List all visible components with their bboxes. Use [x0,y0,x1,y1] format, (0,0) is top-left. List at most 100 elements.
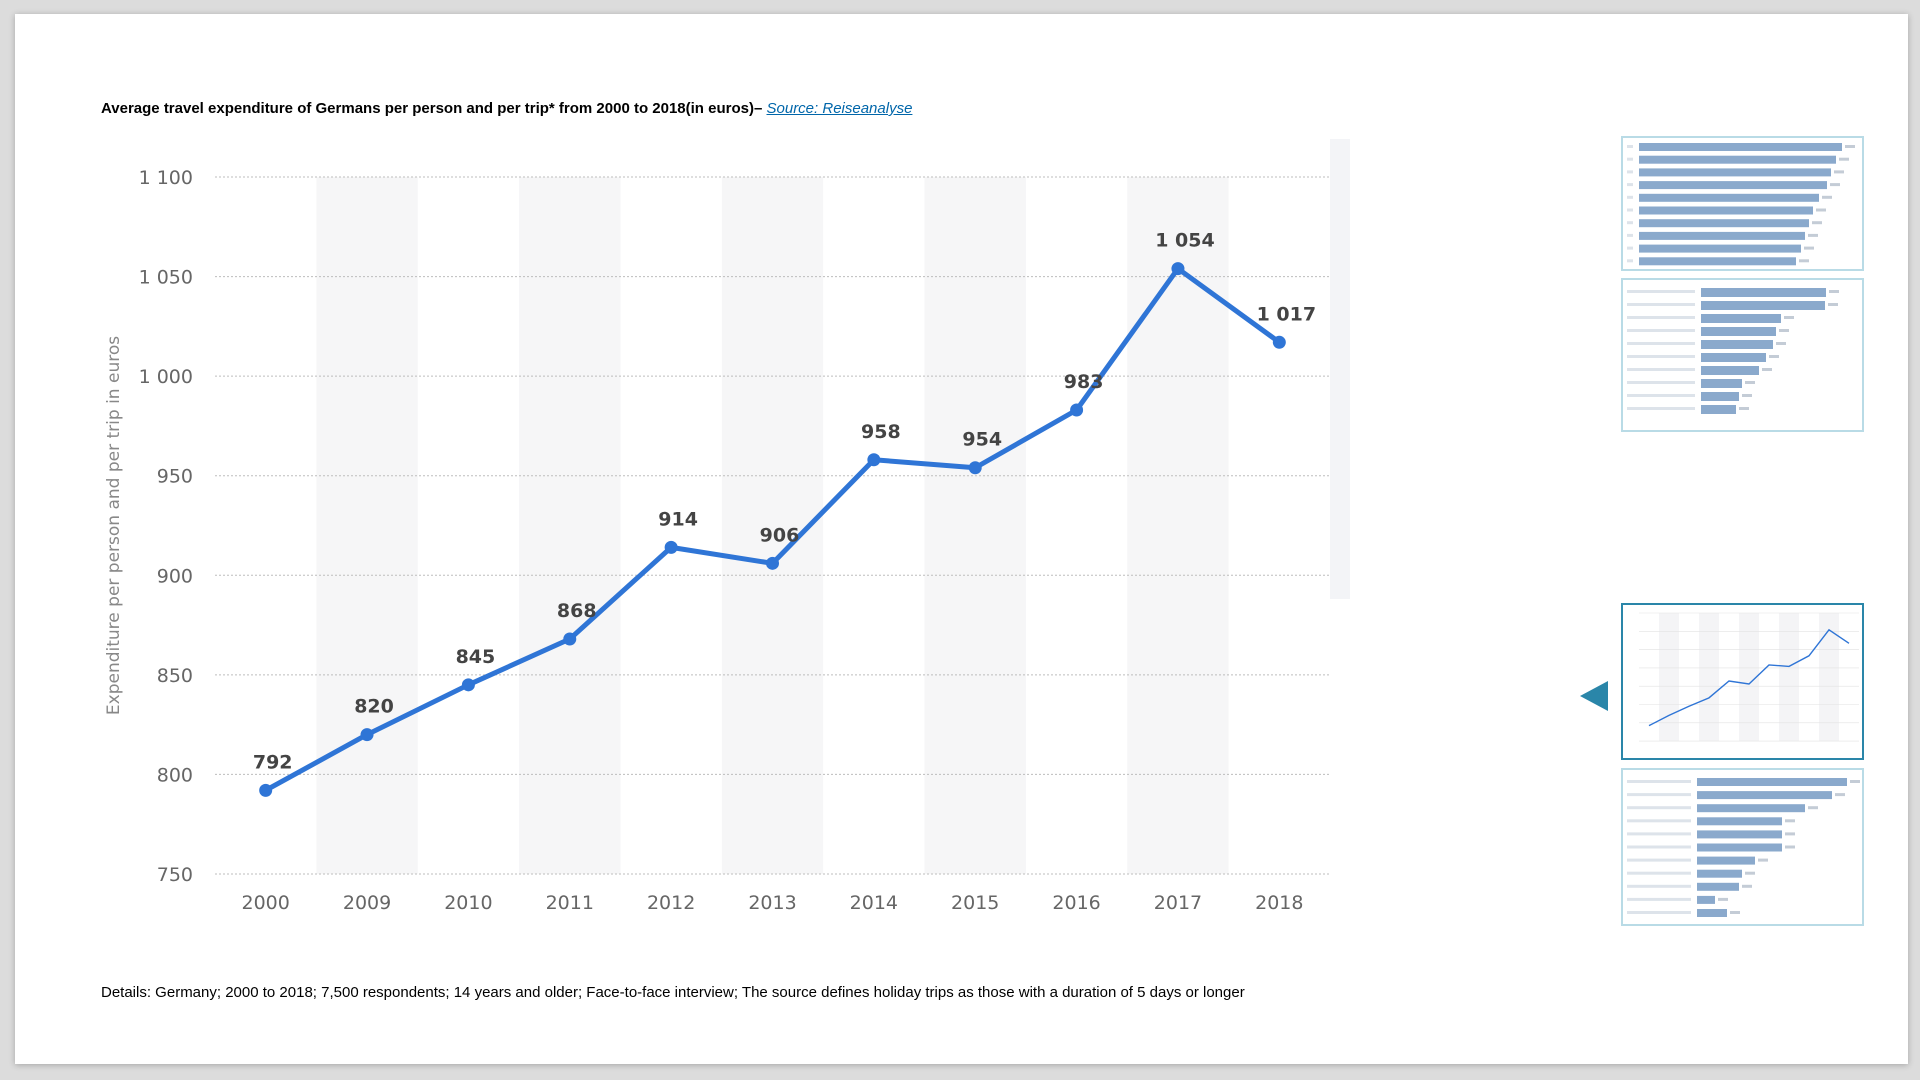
thumbnail-value-mark [1739,407,1749,410]
data-point [1171,262,1185,276]
thumbnail-bar [1697,895,1715,904]
thumbnail-label-mark [1627,170,1633,174]
data-point [1272,335,1286,349]
thumbnail-bar [1701,314,1781,323]
data-point [461,678,475,692]
x-tick-label: 2013 [748,892,796,914]
x-tick-label: 2012 [647,892,695,914]
thumbnail-value-mark [1804,246,1814,250]
thumbnail-label-mark [1627,246,1633,250]
y-axis-label: Expenditure per person and per trip in e… [104,336,124,715]
thumbnail-bar [1701,392,1739,401]
thumbnail-bar [1639,168,1831,177]
thumbnail-bar [1701,405,1736,414]
thumbnail-value-mark [1812,221,1822,225]
thumbnail-line [1648,628,1850,727]
data-label: 906 [760,524,800,546]
data-point [360,728,374,742]
thumbnail-label-mark [1627,832,1691,836]
thumbnail-bar [1697,909,1727,917]
thumbnail-label-mark [1627,195,1633,199]
y-tick-label: 800 [157,764,193,786]
thumbnail-band [1819,613,1839,741]
thumbnail-value-mark [1779,329,1789,332]
x-tick-label: 2010 [444,892,492,914]
plot-band [519,177,621,874]
thumbnail-label-mark [1627,221,1633,225]
thumbnail-value-mark [1742,884,1752,888]
thumbnail-bar [1639,181,1827,190]
thumbnail-bar-chart-2[interactable] [1621,278,1864,432]
y-tick-label: 750 [157,864,193,886]
data-label: 820 [354,696,394,718]
slide-card: Average travel expenditure of Germans pe… [15,14,1908,1064]
thumbnail-value-mark [1839,157,1849,161]
y-tick-label: 850 [157,665,193,687]
thumbnail-bar-chart-1-graphic [1627,143,1855,266]
thumbnail-bar-chart-2-graphic [1627,288,1839,414]
thumbnail-value-mark [1745,871,1755,875]
thumbnail-label-mark [1627,394,1695,397]
thumbnail-bar [1701,340,1773,349]
thumbnail-bar [1639,231,1805,240]
thumbnail-bar [1697,843,1782,852]
thumbnail-bar-chart-3-graphic [1627,778,1860,917]
data-label: 868 [557,600,597,622]
thumbnail-bar [1701,288,1826,297]
data-label: 954 [962,429,1002,451]
thumbnail-value-mark [1845,145,1855,148]
plot-band [1127,177,1229,874]
thumbnail-value-mark [1745,381,1755,384]
plot-edge-shade [1330,139,1350,599]
thumbnail-label-mark [1627,884,1691,888]
thumbnail-value-mark [1808,233,1818,237]
thumbnail-label-mark [1627,290,1695,293]
thumbnail-bar [1639,143,1842,151]
data-point [664,540,678,554]
thumbnail-label-mark [1627,819,1691,823]
thumbnail-bar [1639,193,1819,202]
y-tick-label: 900 [157,565,193,587]
thumbnail-label-mark [1627,157,1633,161]
line-chart: 750 800 850 900 950 1 000 1 050 1 100 Expenditur… [104,139,1350,914]
thumbnail-label-mark [1627,145,1633,148]
data-point [259,783,273,797]
thumbnail-value-mark [1769,355,1779,358]
thumbnail-line-chart-active[interactable] [1621,603,1864,760]
thumbnail-value-mark [1829,290,1839,293]
thumbnail-label-mark [1627,845,1691,849]
thumbnail-bar [1697,778,1847,786]
thumbnail-value-mark [1785,819,1795,823]
thumbnail-band [1659,613,1679,741]
thumbnail-label-mark [1627,793,1691,797]
thumbnail-label-mark [1627,329,1695,332]
thumbnail-bar [1701,327,1776,336]
thumbnail-label-mark [1627,183,1633,187]
thumbnail-label-mark [1627,911,1691,914]
thumbnail-value-mark [1822,195,1832,199]
x-tick-label: 2000 [242,892,290,914]
triangle-left-icon [1580,681,1608,711]
thumbnail-bar-chart-3[interactable] [1621,768,1864,926]
thumbnail-label-mark [1627,259,1633,263]
plot-band [924,177,1026,874]
source-link[interactable]: Source: Reiseanalyse [766,100,913,117]
thumbnail-bar [1639,244,1801,253]
x-tick-label: 2016 [1052,892,1100,914]
chart-title: Average travel expenditure of Germans pe… [101,100,912,117]
thumbnail-value-mark [1718,897,1728,901]
x-tick-label: 2015 [951,892,999,914]
data-point [766,556,779,570]
data-point [968,461,982,475]
thumbnail-band [1699,613,1719,741]
thumbnail-bar [1701,301,1825,310]
data-label: 958 [861,421,901,443]
thumbnail-bar [1697,882,1739,891]
thumbnail-line-chart-graphic [1639,612,1859,742]
thumbnail-label-mark [1627,858,1691,862]
thumbnail-label-mark [1627,897,1691,901]
thumbnail-label-mark [1627,355,1695,358]
thumbnail-value-mark [1808,806,1818,810]
thumbnail-bar-chart-1[interactable] [1621,136,1864,271]
thumbnail-label-mark [1627,368,1695,371]
